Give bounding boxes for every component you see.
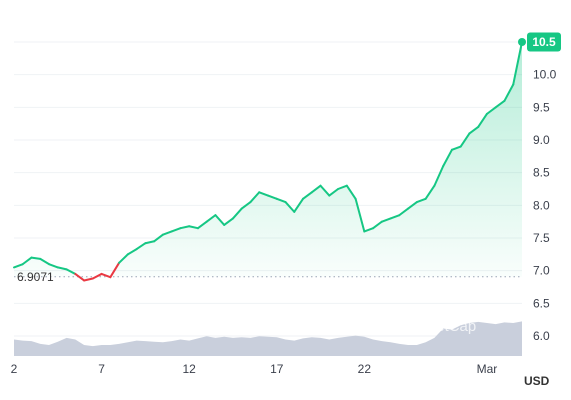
price-segment xyxy=(170,227,182,233)
price-segment xyxy=(345,184,357,200)
x-tick-label: 22 xyxy=(358,362,372,376)
price-segment xyxy=(30,256,42,260)
price-segment xyxy=(188,225,199,230)
last-price-badge-text: 10.5 xyxy=(532,35,556,49)
x-axis: 2 7 12 17 22 Mar xyxy=(11,362,498,376)
x-tick-label: Mar xyxy=(477,362,498,376)
price-segment xyxy=(179,225,191,230)
x-tick-label: 2 xyxy=(11,362,18,376)
price-segment xyxy=(442,148,453,168)
y-tick-label: 8.5 xyxy=(533,166,550,180)
baseline-label: 6.9071 xyxy=(17,270,54,284)
price-segment xyxy=(56,266,68,271)
price-segment xyxy=(337,184,348,190)
price-segment xyxy=(302,191,313,200)
price-segment xyxy=(91,272,103,280)
price-segment xyxy=(398,207,410,217)
price-segment xyxy=(267,194,278,200)
price-segment xyxy=(214,214,226,226)
volume-area xyxy=(14,321,522,356)
y-tick-label: 6.0 xyxy=(533,329,550,343)
price-segment xyxy=(328,188,340,197)
price-segment xyxy=(485,106,497,115)
price-segment xyxy=(258,191,269,197)
price-segment xyxy=(205,214,217,223)
price-segment xyxy=(319,184,331,197)
last-price-badge: 10.5 xyxy=(527,32,561,52)
price-segment xyxy=(415,197,427,204)
price-segment xyxy=(223,217,234,226)
price-segment xyxy=(389,214,401,220)
price-segment xyxy=(459,132,471,148)
price-segment xyxy=(153,233,164,243)
price-segment xyxy=(109,261,121,279)
price-segment xyxy=(512,41,523,86)
volume-fill xyxy=(14,321,522,356)
x-tick-label: 12 xyxy=(182,362,196,376)
y-tick-label: 7.5 xyxy=(533,231,550,245)
price-segment xyxy=(450,145,462,151)
price-segment xyxy=(477,112,488,128)
price-segment xyxy=(240,201,252,210)
price-segment xyxy=(48,263,59,269)
price-segment xyxy=(161,230,173,236)
y-tick-label: 6.5 xyxy=(533,296,550,310)
price-segment xyxy=(135,242,147,251)
y-tick-label: 7.0 xyxy=(533,264,550,278)
price-segment xyxy=(21,256,33,266)
price-segment xyxy=(249,191,261,204)
price-segment xyxy=(275,197,287,204)
price-segment xyxy=(424,184,436,200)
price-segment xyxy=(196,220,208,230)
price-segment xyxy=(231,207,243,220)
price-segment xyxy=(354,197,366,233)
y-tick-label: 9.0 xyxy=(533,133,550,147)
y-tick-label: 9.5 xyxy=(533,100,550,114)
price-segment xyxy=(39,257,51,266)
price-segment xyxy=(310,184,322,194)
price-segment xyxy=(65,268,77,275)
price-segment xyxy=(83,277,94,282)
price-segment xyxy=(74,272,86,282)
price-segment xyxy=(372,220,383,230)
price-segment xyxy=(144,240,156,245)
price-segment xyxy=(380,217,392,223)
price-segment xyxy=(468,125,480,135)
price-segment xyxy=(407,201,418,210)
y-axis: 6.0 6.5 7.0 7.5 8.0 8.5 9.0 9.5 10.0 10.5 xyxy=(533,35,557,343)
price-segment xyxy=(284,201,296,213)
price-segment xyxy=(433,165,445,187)
watermark-text: CoinMarketCap xyxy=(372,318,476,335)
y-tick-label: 8.0 xyxy=(533,198,550,212)
price-area-fill xyxy=(14,42,522,281)
price-segment xyxy=(363,227,375,233)
price-segment xyxy=(503,83,515,102)
price-segment xyxy=(13,263,24,269)
price-segment xyxy=(118,253,129,264)
currency-label: USD xyxy=(524,374,550,388)
price-segment xyxy=(293,197,305,213)
x-tick-label: 17 xyxy=(270,362,284,376)
price-segment xyxy=(100,272,112,279)
price-segment xyxy=(126,248,138,256)
last-price-badge-bg xyxy=(527,32,561,52)
y-tick-label: 10.0 xyxy=(533,68,557,82)
last-price-dot xyxy=(518,38,526,46)
price-segment xyxy=(494,99,506,109)
price-line xyxy=(13,41,523,282)
x-tick-label: 7 xyxy=(98,362,105,376)
price-area xyxy=(14,42,522,281)
